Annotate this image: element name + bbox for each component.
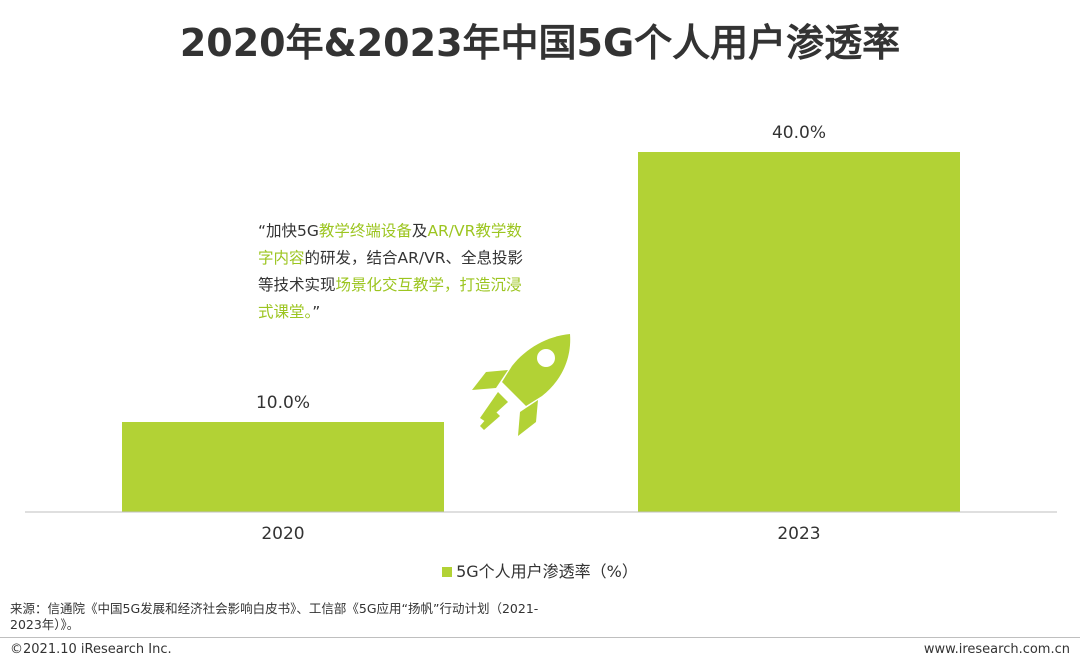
legend-label: 5G个人用户渗透率（%） <box>456 562 638 581</box>
quote-highlight: 教学终端设备 <box>318 222 412 240</box>
data-label-2023: 40.0% <box>772 123 826 143</box>
data-label-2020: 10.0% <box>256 393 310 413</box>
quote-text: 的研发，结合AR/VR、全息投影等技术实现 <box>258 249 523 294</box>
chart-title: 2020年&2023年中国5G个人用户渗透率 <box>179 21 901 65</box>
source-note: 来源：信通院《中国5G发展和经济社会影响白皮书》、工信部《5G应用“扬帆”行动计… <box>10 601 539 632</box>
quote-text: 及 <box>411 222 428 240</box>
copyright: ©2021.10 iResearch Inc. <box>10 642 172 657</box>
x-tick-label-2020: 2020 <box>261 524 304 544</box>
legend: 5G个人用户渗透率（%） <box>0 558 1080 582</box>
bar-2023 <box>638 152 960 512</box>
x-tick-label-2023: 2023 <box>777 524 820 544</box>
quote-text: ” <box>312 303 321 321</box>
footer-divider <box>0 637 1080 638</box>
quote-text: “加快5G <box>258 222 319 240</box>
legend-swatch <box>442 567 453 577</box>
bar-2020 <box>122 422 444 512</box>
rocket-icon <box>472 334 571 436</box>
website-link[interactable]: www.iresearch.com.cn <box>923 642 1070 657</box>
bar-chart: 10.0% 40.0% 2020 2023 <box>25 123 1057 544</box>
quote-highlight: 场景化交互教学，打造沉浸式课堂。 <box>258 276 522 321</box>
annotation-quote: “加快5G教学终端设备及AR/VR教学数字内容的研发，结合AR/VR、全息投影等… <box>258 218 528 326</box>
quote-highlight: AR/VR教学数字内容 <box>258 222 522 267</box>
